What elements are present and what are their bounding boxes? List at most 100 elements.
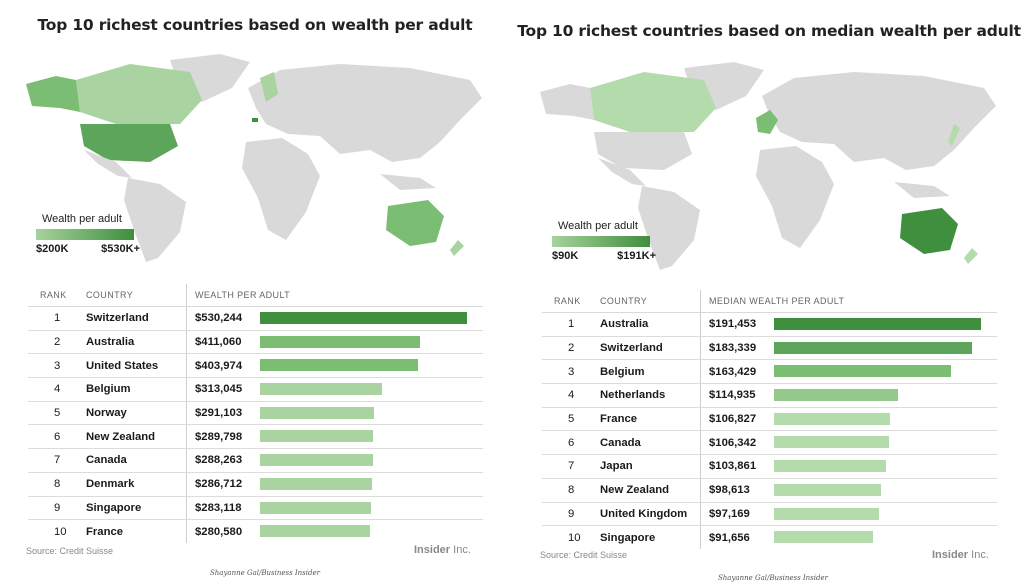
value-label: $313,045 bbox=[186, 378, 256, 401]
value-label: $103,861 bbox=[700, 455, 770, 478]
bar-cell bbox=[256, 378, 483, 401]
bar-cell bbox=[256, 402, 483, 425]
data-bar bbox=[774, 365, 951, 378]
bar-cell bbox=[256, 354, 483, 377]
map-switzerland bbox=[252, 118, 258, 122]
brand-logo: Insider Inc. bbox=[932, 549, 989, 561]
header-country: COUNTRY bbox=[86, 290, 134, 300]
map-usa bbox=[80, 124, 178, 162]
source-note: Source: Credit Suisse bbox=[26, 546, 114, 556]
data-bar bbox=[260, 477, 372, 490]
value-label: $288,263 bbox=[186, 449, 256, 472]
table-row: 10 France $280,580 bbox=[28, 520, 483, 543]
rank-cell: 6 bbox=[54, 430, 61, 443]
table-row: 8 Denmark $286,712 bbox=[28, 472, 483, 497]
map-canada bbox=[76, 64, 202, 124]
bar-cell bbox=[256, 331, 483, 354]
country-cell: Norway bbox=[86, 407, 127, 420]
country-cell: Canada bbox=[86, 454, 127, 467]
rank-cell: 7 bbox=[54, 454, 61, 467]
value-label: $191,453 bbox=[700, 313, 770, 336]
legend-gradient bbox=[36, 229, 134, 240]
data-bar bbox=[260, 501, 371, 514]
data-bar bbox=[260, 312, 467, 324]
data-bar bbox=[774, 318, 981, 330]
rank-cell: 9 bbox=[54, 501, 61, 514]
bar-cell bbox=[770, 431, 997, 454]
country-cell: United States bbox=[86, 359, 159, 372]
legend-min: $90K bbox=[552, 250, 579, 262]
header-rank: RANK bbox=[40, 290, 67, 300]
table-row: 3 United States $403,974 bbox=[28, 354, 483, 379]
country-cell: Australia bbox=[600, 318, 649, 331]
rank-cell: 9 bbox=[568, 507, 575, 520]
country-cell: Japan bbox=[600, 460, 633, 473]
value-label: $106,827 bbox=[700, 407, 770, 431]
data-bar bbox=[774, 436, 889, 449]
table-row: 10 Singapore $91,656 bbox=[542, 526, 997, 549]
country-cell: New Zealand bbox=[600, 484, 670, 497]
bar-cell bbox=[256, 425, 483, 448]
right-chart-panel: Top 10 richest countries based on median… bbox=[514, 0, 1024, 588]
value-label: $106,342 bbox=[700, 431, 770, 455]
data-bar bbox=[260, 525, 370, 538]
bar-cell bbox=[770, 408, 997, 431]
map-canada bbox=[590, 72, 716, 132]
legend-title: Wealth per adult bbox=[42, 213, 122, 225]
rank-cell: 4 bbox=[568, 389, 575, 402]
value-label: $289,798 bbox=[186, 425, 256, 449]
country-cell: France bbox=[600, 413, 638, 426]
bar-cell bbox=[256, 449, 483, 472]
map-indonesia bbox=[894, 182, 950, 198]
rank-cell: 6 bbox=[568, 436, 575, 449]
map-south-america bbox=[638, 186, 700, 270]
bar-cell bbox=[256, 497, 483, 520]
data-bar bbox=[774, 507, 880, 520]
rank-cell: 10 bbox=[54, 525, 67, 538]
map-europe-asia bbox=[248, 64, 482, 162]
country-cell: Switzerland bbox=[600, 342, 663, 355]
data-bar bbox=[774, 483, 881, 496]
map-mexico bbox=[598, 158, 646, 186]
map-western-europe bbox=[756, 110, 778, 134]
data-bar bbox=[774, 412, 890, 425]
data-bar bbox=[774, 531, 874, 544]
rank-cell: 4 bbox=[54, 383, 61, 396]
bar-cell bbox=[770, 337, 997, 360]
value-label: $286,712 bbox=[186, 472, 256, 496]
table-row: 6 Canada $106,342 bbox=[542, 431, 997, 456]
data-bar bbox=[260, 359, 418, 372]
value-label: $411,060 bbox=[186, 330, 256, 354]
country-cell: Singapore bbox=[600, 531, 656, 544]
table-row: 7 Japan $103,861 bbox=[542, 455, 997, 479]
map-japan bbox=[948, 124, 960, 146]
value-label: $283,118 bbox=[186, 496, 256, 520]
bar-cell bbox=[770, 384, 997, 407]
rank-cell: 10 bbox=[568, 531, 581, 544]
table-body: 1 Australia $191,453 2 Switzerland $183,339 3 B… bbox=[542, 313, 997, 549]
legend-max: $191K+ bbox=[617, 250, 656, 262]
ranking-table: RANK COUNTRY MEDIAN WEALTH PER ADULT 1 Au… bbox=[542, 290, 997, 549]
header-value: WEALTH PER ADULT bbox=[186, 284, 466, 306]
bar-cell bbox=[770, 455, 997, 478]
world-map bbox=[540, 62, 996, 270]
photo-credit: Shayanne Gal/Business Insider bbox=[718, 574, 828, 582]
table-body: 1 Switzerland $530,244 2 Australia $411,060 3 U… bbox=[28, 307, 483, 543]
rank-cell: 2 bbox=[54, 336, 61, 349]
table-row: 2 Switzerland $183,339 bbox=[542, 336, 997, 361]
rank-cell: 8 bbox=[568, 484, 575, 497]
bar-cell bbox=[256, 473, 483, 496]
map-alaska bbox=[540, 84, 594, 120]
map-alaska bbox=[26, 76, 80, 112]
bar-cell bbox=[770, 360, 997, 383]
table-row: 4 Netherlands $114,935 bbox=[542, 384, 997, 408]
data-bar bbox=[774, 341, 973, 354]
legend-title: Wealth per adult bbox=[558, 220, 638, 232]
value-label: $97,169 bbox=[700, 502, 770, 526]
chart-title: Top 10 richest countries based on median… bbox=[517, 22, 1021, 40]
rank-cell: 5 bbox=[568, 413, 575, 426]
header-value: MEDIAN WEALTH PER ADULT bbox=[700, 290, 980, 312]
value-label: $98,613 bbox=[700, 478, 770, 502]
bar-cell bbox=[770, 526, 997, 549]
table-row: 4 Belgium $313,045 bbox=[28, 378, 483, 402]
